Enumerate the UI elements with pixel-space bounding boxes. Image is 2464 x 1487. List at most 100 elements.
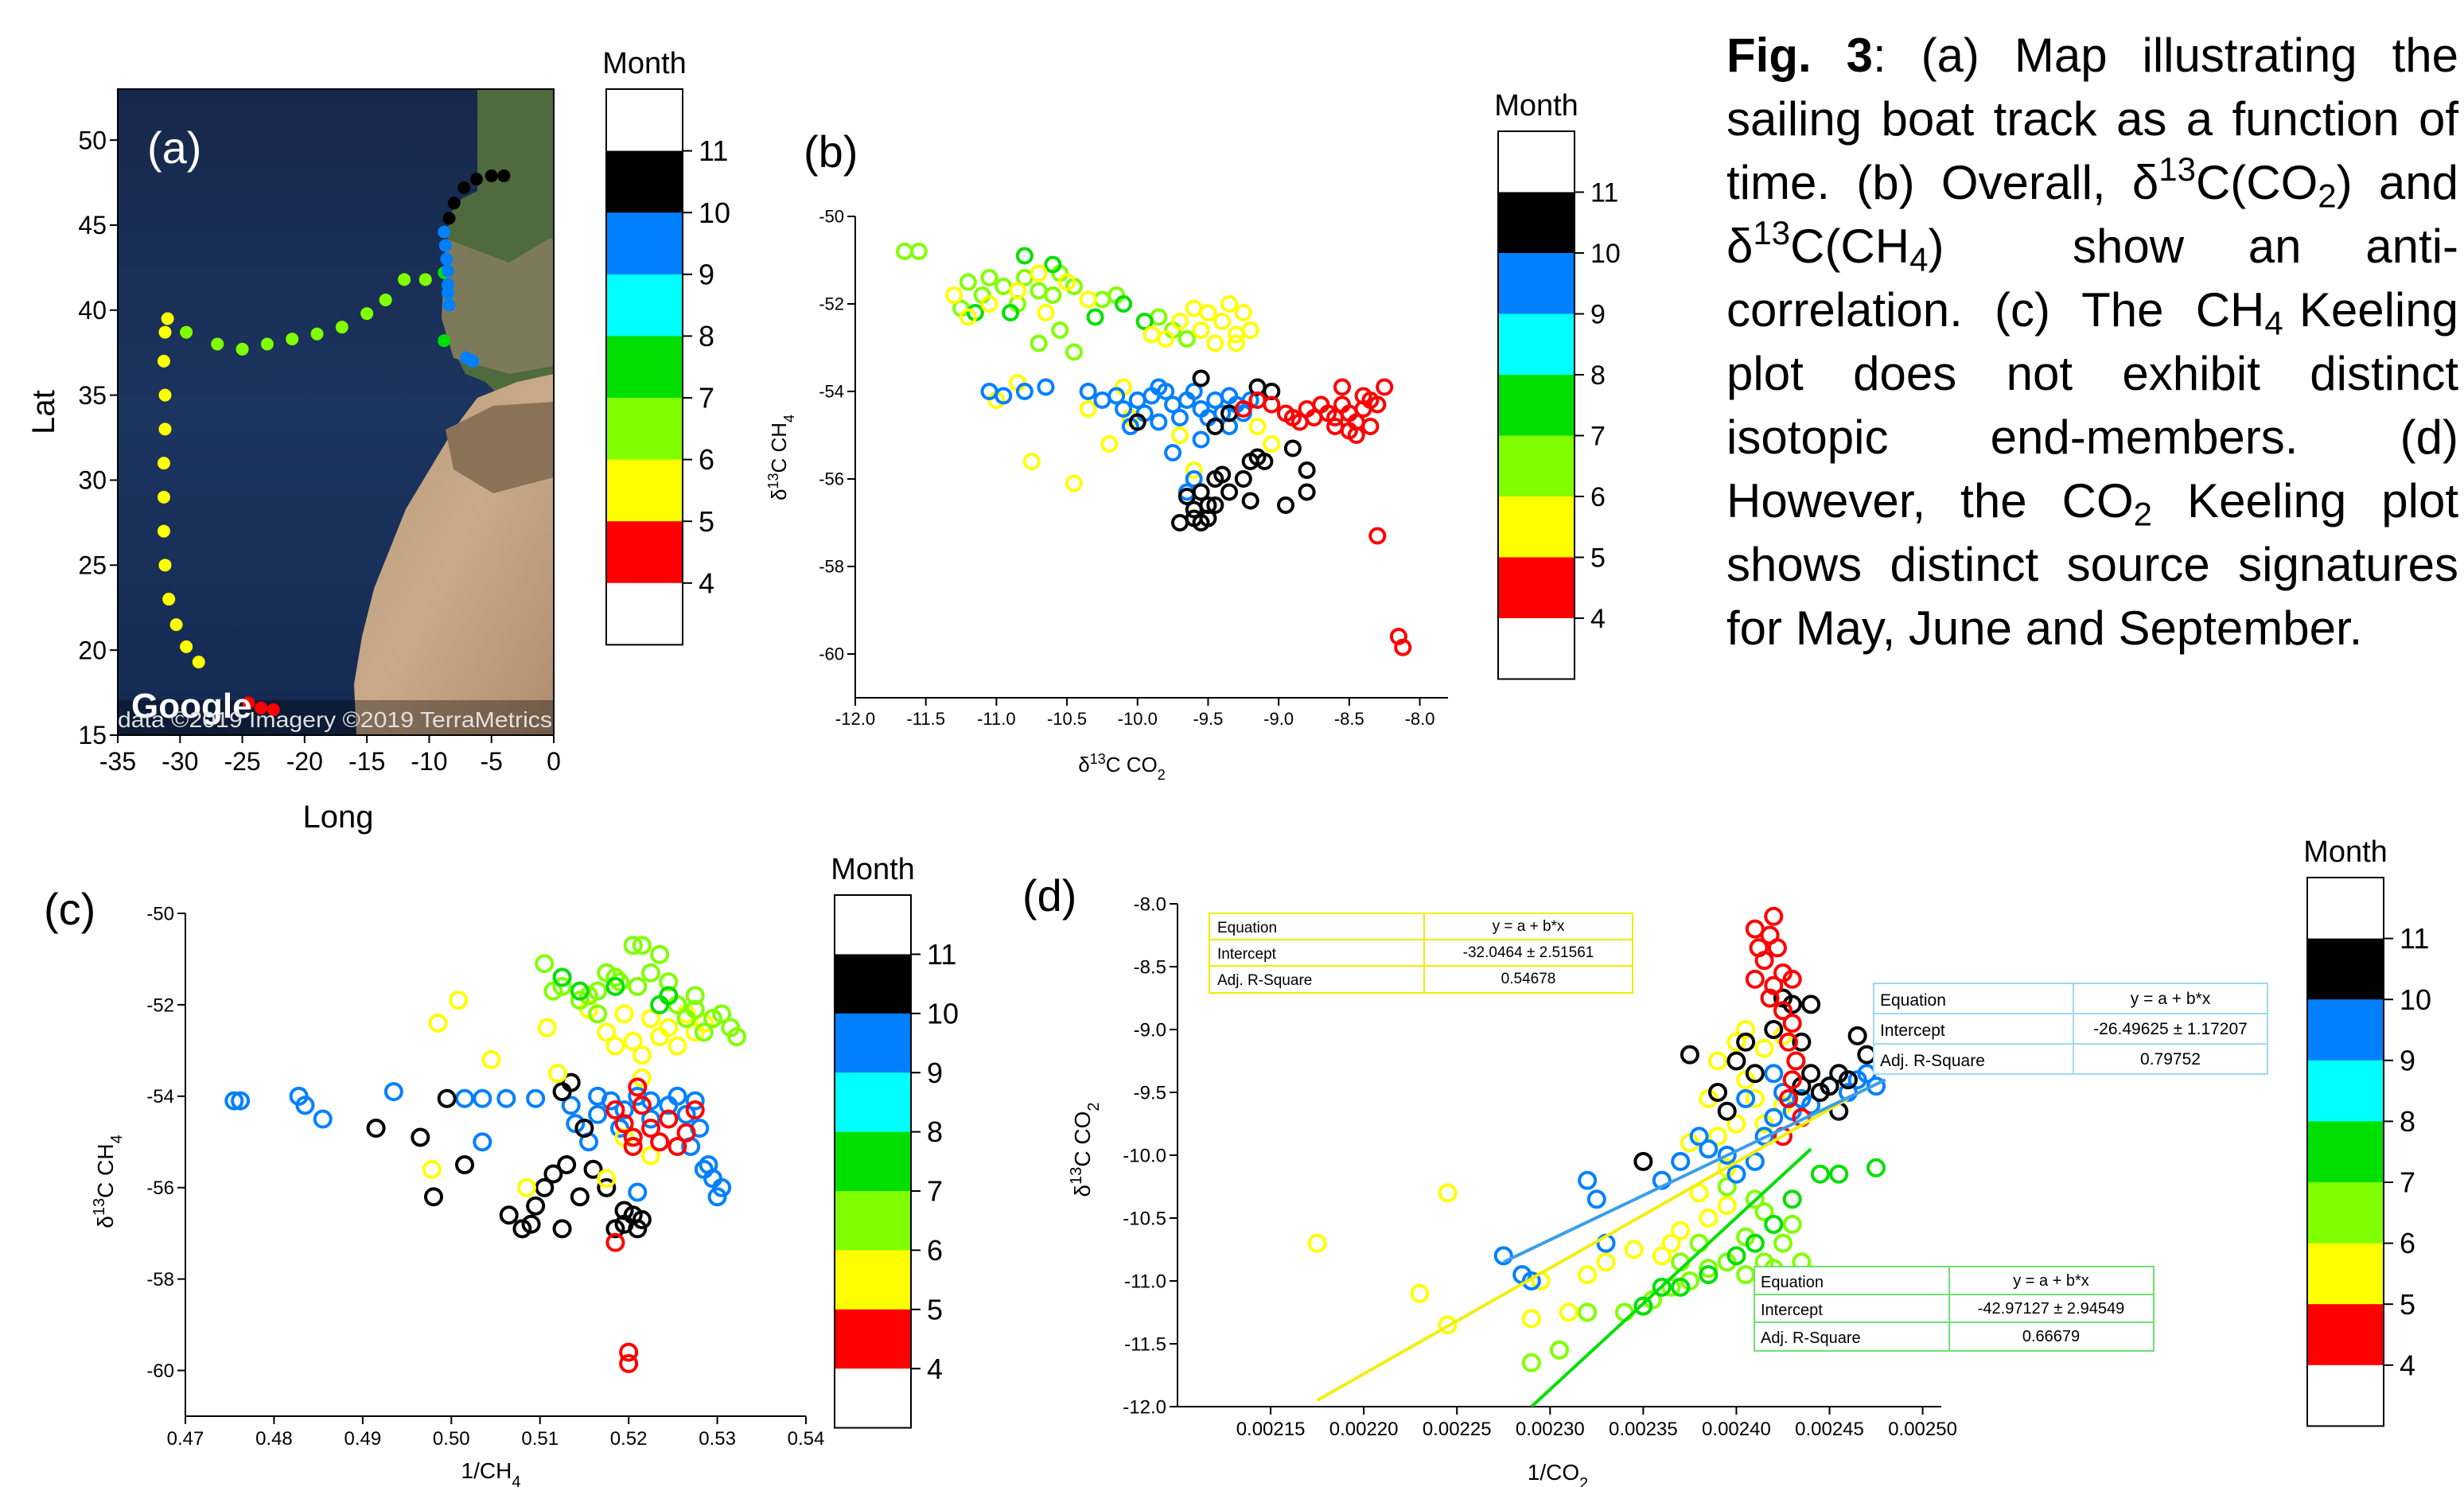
colorbar-frame (1497, 130, 1575, 680)
x-tick-label: 0 (547, 747, 561, 776)
scatter-point (650, 1027, 670, 1047)
y-tick-label: -9.0 (1134, 1019, 1166, 1041)
y-tick-label: 15 (78, 721, 107, 749)
scatter-point (570, 981, 590, 1001)
scatter-point (383, 1082, 403, 1102)
scatter-point (313, 1109, 333, 1129)
scatter-point (1578, 1265, 1598, 1285)
blue-equation-label: Equation (1880, 991, 1946, 1010)
scatter-point (526, 1088, 546, 1108)
scatter-point (557, 1155, 577, 1174)
track-point (260, 337, 274, 351)
colorbar-title: Month (1494, 89, 1578, 123)
scatter-point (668, 1137, 687, 1157)
scatter-point (1749, 938, 1769, 958)
scatter-point (1745, 1189, 1765, 1209)
scatter-point (1206, 334, 1224, 352)
scatter-point (1736, 1032, 1756, 1052)
scatter-point (424, 1187, 443, 1207)
scatter-point (1030, 282, 1048, 300)
scatter-point (1206, 418, 1224, 435)
colorbar: Month 11 10 9 8 7 6 5 4 (1494, 89, 1621, 680)
scatter-point (632, 1209, 652, 1229)
scatter-point (1361, 418, 1380, 435)
scatter-point (1065, 474, 1083, 492)
track-point (438, 334, 451, 348)
track-point (180, 325, 193, 339)
track-point (441, 286, 454, 300)
track-point (161, 312, 174, 325)
map-panel: (a) Google data ©2019 Imagery ©2019 Terr… (26, 88, 561, 835)
scatter-point (1699, 1259, 1719, 1279)
colorbar-tick-label: 11 (1590, 177, 1618, 208)
scatter-point (1093, 290, 1111, 309)
scatter-point (668, 1086, 687, 1106)
scatter-point (1307, 1233, 1327, 1253)
colorbar-tick-label: 7 (699, 382, 714, 415)
scatter-point (959, 273, 977, 291)
scatter-point (1596, 1252, 1616, 1272)
scatter-point (601, 1091, 621, 1111)
colorbar-tick-label: 10 (927, 997, 959, 1030)
fit-line (1316, 1097, 1849, 1402)
scatter-point (628, 976, 648, 996)
scatter-point (1726, 1164, 1746, 1184)
scatter-point (1857, 1045, 1877, 1065)
y-tick-label: 45 (78, 211, 107, 239)
scatter-point (1745, 1233, 1765, 1253)
scatter-point (1786, 1051, 1806, 1071)
scatter-panel-b: (b) -12.0 -11.5 -11.0 -10.5 -10.0 -9.5 -9.0 -8.… (765, 127, 1448, 783)
y-axis-label-a: Lat (26, 390, 61, 434)
scatter-point (1044, 255, 1062, 274)
y-tick-label: -10.5 (1123, 1208, 1166, 1229)
scatter-point (685, 1091, 705, 1111)
blue-equation: y = a + b*x (2131, 990, 2211, 1008)
scatter-point (1578, 1170, 1598, 1190)
scatter-point (1298, 483, 1316, 501)
scatter-point (1764, 1020, 1784, 1039)
scatter-point (224, 1091, 244, 1111)
track-point (255, 701, 268, 714)
scatter-point (1764, 1107, 1784, 1127)
scatter-point (1185, 461, 1203, 479)
track-point (162, 593, 176, 606)
scatter-point (1079, 400, 1097, 418)
scatter-point (597, 1178, 617, 1197)
colorbar-tick-label: 11 (927, 938, 956, 971)
x-tick-label: -35 (99, 747, 136, 776)
x-tick-label: 0.00235 (1609, 1419, 1678, 1440)
scatter-point (473, 1088, 492, 1108)
colorbar-segment (835, 1191, 911, 1251)
x-tick-label: 0.48 (255, 1428, 293, 1450)
y-tick-label: -11.0 (1124, 1271, 1166, 1292)
y-tick-label: -50 (146, 903, 174, 925)
y-tick-label: -50 (819, 207, 844, 227)
scatter-point (650, 944, 670, 964)
scatter-point (295, 1096, 315, 1115)
yellow-r2: 0.54678 (1501, 971, 1556, 987)
colorbar-tick-label: 4 (2400, 1349, 2415, 1381)
y-tick-label: 20 (78, 636, 107, 664)
scatter-point (1689, 1127, 1709, 1146)
blue-r2: 0.79752 (2140, 1050, 2201, 1069)
scatter-point (896, 243, 914, 260)
scatter-point (597, 1022, 617, 1042)
scatter-point (1792, 1032, 1812, 1052)
track-point (267, 703, 280, 716)
scatter-point (1192, 369, 1210, 387)
x-tick-label: 0.00220 (1329, 1419, 1399, 1440)
colorbar-segment (2307, 1121, 2384, 1183)
colorbar-segment (1498, 375, 1575, 436)
scatter-point (1107, 387, 1126, 405)
scatter-point (980, 269, 998, 286)
scatter-point (561, 1072, 581, 1092)
scatter-point (623, 1031, 643, 1051)
track-point (497, 169, 511, 182)
x-tick-label: -10.5 (1047, 709, 1087, 729)
green-intercept: -42.97127 ± 2.94549 (1978, 1300, 2124, 1318)
scatter-point (1779, 1088, 1798, 1108)
scatter-point (473, 1132, 492, 1152)
colorbar-title: Month (831, 853, 915, 886)
y-tick-label: -11.5 (1124, 1333, 1166, 1355)
iberia-interior (442, 239, 554, 374)
